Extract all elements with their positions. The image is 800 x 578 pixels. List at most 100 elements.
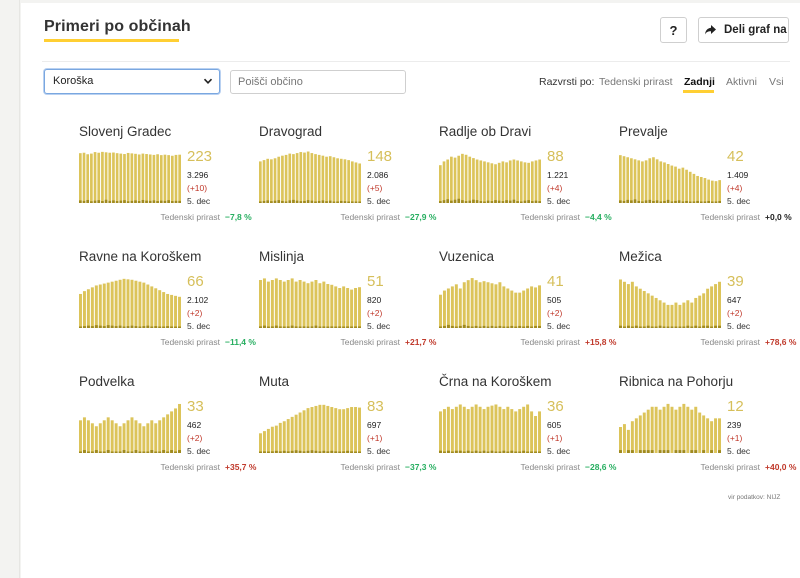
daily-bar (94, 450, 98, 453)
daily-bar (302, 326, 306, 328)
daily-bar (114, 451, 118, 453)
daily-bar (479, 201, 483, 203)
daily-bar (710, 326, 714, 328)
daily-bar (130, 200, 134, 203)
daily-bar (442, 325, 446, 328)
active-cases: 83 (367, 398, 384, 415)
active-bar (86, 420, 90, 453)
municipality-tile[interactable]: Ribnica na Pohorju 12 239 (+1) 5. dec Tedensk… (619, 374, 797, 486)
daily-bar (505, 200, 508, 203)
sort-option-weekly[interactable]: Tedenski prirast (599, 76, 673, 88)
active-bar (474, 280, 478, 328)
daily-bar (104, 199, 108, 203)
active-bar (630, 158, 633, 203)
municipality-name: Mislinja (259, 249, 305, 264)
active-bar (650, 406, 654, 453)
region-select[interactable]: Koroška (44, 69, 220, 94)
municipality-tile[interactable]: Dravograd 148 2.086 (+5) 5. dec Tedenski prir… (259, 124, 437, 236)
active-bar (514, 292, 518, 328)
daily-bar (130, 451, 134, 453)
active-bar (498, 282, 502, 328)
daily-bar (626, 450, 630, 453)
weekly-change-label: Tedenski prirast (700, 212, 760, 222)
daily-bar (294, 450, 298, 453)
active-bar (328, 156, 332, 203)
daily-bar (464, 201, 468, 203)
municipality-name: Vuzenica (439, 249, 495, 264)
sparkbar-chart (619, 155, 721, 203)
active-bar (266, 428, 270, 453)
municipality-tile[interactable]: Muta 83 697 (+1) 5. dec Tedenski prirast −37,3… (259, 374, 437, 486)
weekly-change-label: Tedenski prirast (160, 462, 220, 472)
active-bar (646, 409, 650, 453)
active-bar (674, 409, 678, 453)
municipality-tile[interactable]: Črna na Koroškem 36 605 (+1) 5. dec Tedenski … (439, 374, 617, 486)
active-cases: 66 (187, 273, 204, 290)
main-panel: Primeri po občinah ? Deli graf na Korošk… (21, 3, 800, 578)
daily-bar (156, 201, 159, 203)
daily-bar (328, 200, 332, 203)
active-bar (466, 280, 470, 328)
daily-bar (662, 326, 666, 328)
daily-bar (439, 201, 442, 203)
active-bar (156, 154, 159, 203)
share-button[interactable]: Deli graf na (698, 17, 789, 43)
active-bar (134, 280, 138, 328)
weekly-change-label: Tedenski prirast (520, 462, 580, 472)
daily-bar (358, 451, 361, 453)
daily-bar (706, 325, 710, 328)
active-bar (138, 281, 142, 328)
active-bar (119, 153, 123, 203)
daily-bar (102, 326, 106, 328)
active-bar (270, 426, 274, 453)
municipality-tile[interactable]: Vuzenica 41 505 (+2) 5. dec Tedenski prirast +… (439, 249, 617, 361)
active-bar (622, 281, 626, 328)
active-bar (170, 155, 174, 203)
data-source: vir podatkov: NIJZ (728, 494, 781, 501)
daily-bar (290, 450, 294, 453)
last-date: 5. dec (727, 196, 751, 206)
active-bar (330, 407, 334, 453)
municipality-tile[interactable]: Mežica 39 647 (+2) 5. dec Tedenski prirast +78… (619, 249, 797, 361)
daily-increase: (+2) (727, 308, 743, 318)
active-bar (114, 280, 118, 328)
daily-bar (342, 326, 346, 328)
help-button[interactable]: ? (660, 17, 687, 43)
daily-bar (299, 201, 303, 203)
active-bar (506, 406, 510, 453)
daily-bar (342, 451, 346, 453)
daily-bar (302, 451, 306, 453)
active-bar (108, 152, 112, 203)
active-bar (486, 406, 490, 453)
daily-bar (516, 201, 519, 203)
sort-option-all[interactable]: Vsi (769, 76, 784, 88)
municipality-tile[interactable]: Ravne na Koroškem 66 2.102 (+2) 5. dec Tedens… (79, 249, 257, 361)
weekly-change-label: Tedenski prirast (340, 337, 400, 347)
daily-bar (514, 451, 518, 453)
sparkbar-chart (79, 278, 181, 328)
active-cases: 33 (187, 398, 204, 415)
active-bar (690, 302, 694, 328)
municipality-tile[interactable]: Podvelka 33 462 (+2) 5. dec Tedenski prirast +… (79, 374, 257, 486)
daily-bar (79, 326, 82, 328)
municipality-tile[interactable]: Radlje ob Dravi 88 1.221 (+4) 5. dec Tedenski… (439, 124, 617, 236)
municipality-tile[interactable]: Slovenj Gradec 223 3.296 (+10) 5. dec Tedensk… (79, 124, 257, 236)
daily-bar (670, 201, 674, 203)
active-bar (350, 289, 354, 328)
sort-option-active[interactable]: Aktivni (726, 76, 757, 88)
daily-bar (266, 326, 270, 328)
municipality-tile[interactable]: Mislinja 51 820 (+2) 5. dec Tedenski prirast +… (259, 249, 437, 361)
daily-bar (678, 326, 682, 328)
daily-bar (166, 451, 170, 453)
share-button-label: Deli graf na (724, 24, 787, 36)
active-bar (464, 154, 468, 203)
active-bar (706, 288, 710, 328)
daily-bar (655, 200, 659, 203)
municipality-search-input[interactable] (230, 70, 406, 94)
active-bar (453, 157, 457, 203)
municipality-tile[interactable]: Prevalje 42 1.409 (+4) 5. dec Tedenski priras… (619, 124, 797, 236)
sort-option-latest[interactable]: Zadnji (684, 76, 715, 88)
daily-bar (710, 201, 714, 203)
daily-bar (115, 201, 119, 203)
daily-bar (458, 450, 462, 453)
